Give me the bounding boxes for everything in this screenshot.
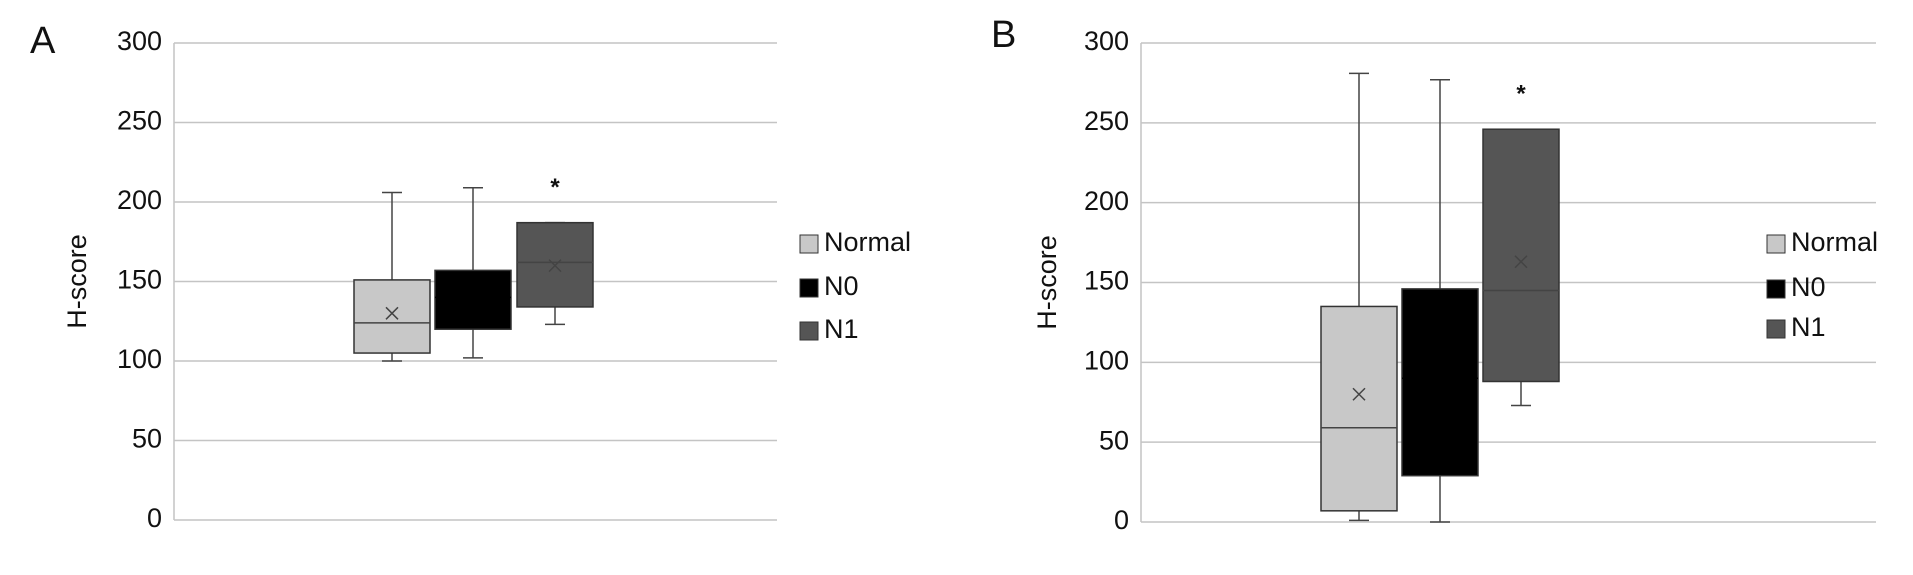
y-axis-label: H-score (62, 234, 92, 329)
box (1401, 288, 1479, 477)
legend-label: Normal (1791, 227, 1878, 257)
y-tick-label: 100 (1084, 345, 1129, 375)
y-tick-label: 150 (1084, 266, 1129, 296)
box (434, 269, 512, 330)
y-axis-label: H-score (1032, 235, 1062, 330)
y-tick-label: 150 (117, 265, 162, 295)
mean-marker (385, 306, 399, 320)
y-tick-label: 0 (1114, 505, 1129, 535)
legend-label: N1 (824, 314, 859, 344)
legend-swatch (799, 234, 819, 254)
box (1320, 305, 1398, 512)
legend-swatch (1766, 319, 1786, 339)
legend-label: N0 (1791, 272, 1826, 302)
mean-marker (548, 259, 562, 273)
y-tick-label: 50 (1099, 425, 1129, 455)
y-tick-label: 300 (1084, 26, 1129, 56)
mean-marker (1433, 371, 1447, 385)
legend-swatch (1766, 279, 1786, 299)
y-tick-label: 250 (117, 106, 162, 136)
panel-label: B (991, 14, 1016, 56)
y-tick-label: 200 (1084, 186, 1129, 216)
y-tick-label: 300 (117, 26, 162, 56)
legend-swatch (799, 278, 819, 298)
y-tick-label: 50 (132, 424, 162, 454)
legend-swatch (799, 321, 819, 341)
mean-marker (1514, 255, 1528, 269)
legend-label: Normal (824, 227, 911, 257)
y-tick-label: 200 (117, 185, 162, 215)
box (1482, 128, 1560, 383)
mean-marker (466, 290, 480, 304)
box (353, 279, 431, 354)
panel-label: A (30, 20, 56, 62)
legend-label: N0 (824, 271, 859, 301)
legend-swatch (1766, 234, 1786, 254)
y-tick-label: 0 (147, 503, 162, 533)
y-tick-label: 100 (117, 344, 162, 374)
significance-marker: * (1516, 81, 1526, 108)
legend-label: N1 (1791, 312, 1826, 342)
y-tick-label: 250 (1084, 106, 1129, 136)
significance-marker: * (550, 174, 560, 201)
mean-marker (1352, 387, 1366, 401)
